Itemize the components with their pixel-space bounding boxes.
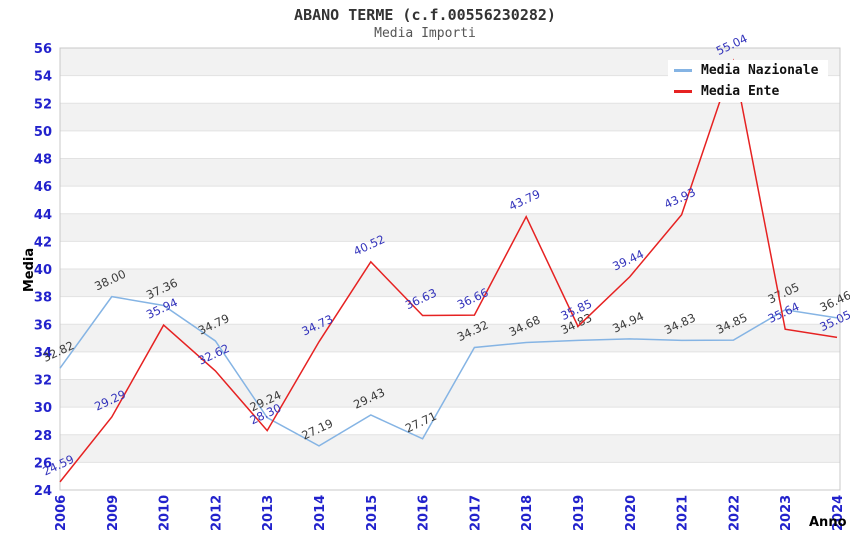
legend-item-media-nazionale: Media Nazionale [668,60,829,81]
plot-band [60,296,840,325]
y-tick-label: 38 [34,291,52,306]
plot-band [60,186,840,214]
x-tick-label: 2021 [676,495,691,531]
x-tick-label: 2015 [365,495,380,531]
y-tick-label: 24 [34,484,52,499]
x-tick-label: 2017 [468,495,483,531]
chart-title: ABANO TERME (c.f.00556230282) [294,6,556,24]
plot-band [60,407,840,435]
x-tick-label: 2018 [520,495,535,531]
y-tick-label: 42 [34,235,52,250]
x-axis-title: Anno [809,515,847,530]
x-tick-label: 2010 [158,495,173,531]
plot-band [60,351,840,380]
series-line-media-ente [59,58,838,483]
y-tick-label: 26 [34,456,52,471]
y-tick-label: 40 [34,263,52,278]
x-tick-label: 2020 [624,495,639,531]
legend-line-swatch-ente [674,90,692,93]
legend-label-nazionale: Media Nazionale [701,63,819,78]
y-tick-label: 44 [34,208,52,223]
x-tick-label: 2014 [313,495,328,531]
plot-band [60,213,840,242]
plot-band [60,462,840,490]
plot-border [59,47,841,491]
y-tick-label: 56 [34,42,52,57]
y-tick-label: 36 [34,318,52,333]
y-tick-label: 30 [34,401,52,416]
x-tick-label: 2023 [779,495,794,531]
y-tick-label: 54 [34,70,52,85]
legend: Media Nazionale Media Ente [668,60,829,102]
chart-subtitle: Media Importi [374,26,476,41]
plot-band [60,241,840,269]
plot-band [60,130,840,159]
legend-item-media-ente: Media Ente [668,81,790,102]
y-tick-label: 46 [34,180,52,195]
x-tick-label: 2009 [106,495,121,531]
x-tick-label: 2019 [572,495,587,531]
y-axis-title: Media [22,247,37,293]
plot-band [60,434,840,463]
x-tick-label: 2013 [261,495,276,531]
legend-line-swatch-nazionale [674,69,692,72]
plot-band [60,379,840,408]
plot-band [60,103,840,131]
y-tick-label: 50 [34,125,52,140]
plot-band [60,269,840,297]
y-tick-label: 32 [34,374,52,389]
legend-label-ente: Media Ente [701,84,780,99]
x-tick-label: 2024 [831,495,846,531]
x-tick-label: 2006 [54,495,69,531]
x-tick-label: 2012 [209,495,224,531]
series-line-media-nazionale [59,295,838,447]
plot-band [60,158,840,187]
y-tick-label: 28 [34,429,52,444]
plot-band [60,324,840,352]
y-tick-label: 48 [34,153,52,168]
y-tick-label: 34 [34,346,52,361]
x-tick-label: 2022 [727,495,742,531]
x-tick-label: 2016 [417,495,432,531]
y-tick-label: 52 [34,97,52,112]
